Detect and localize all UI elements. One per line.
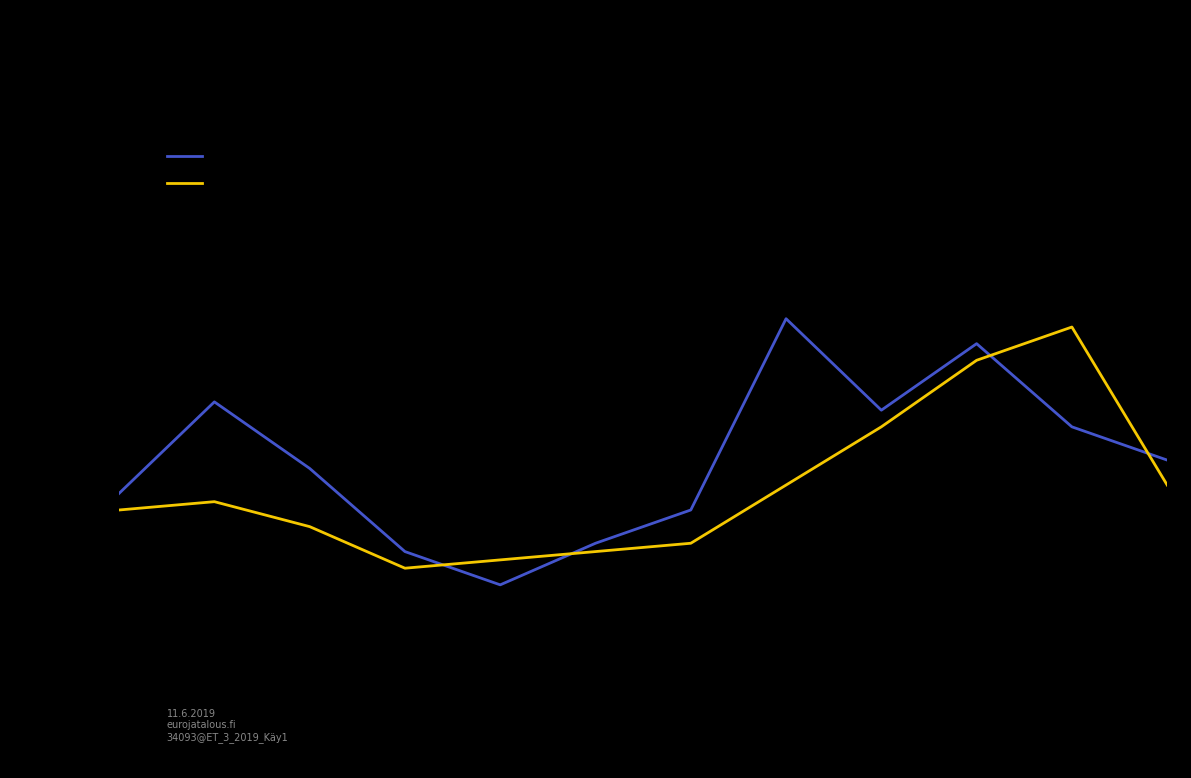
Text: 11.6.2019
eurojatalous.fi
34093@ET_3_2019_Käy1: 11.6.2019 eurojatalous.fi 34093@ET_3_201… <box>167 709 288 743</box>
